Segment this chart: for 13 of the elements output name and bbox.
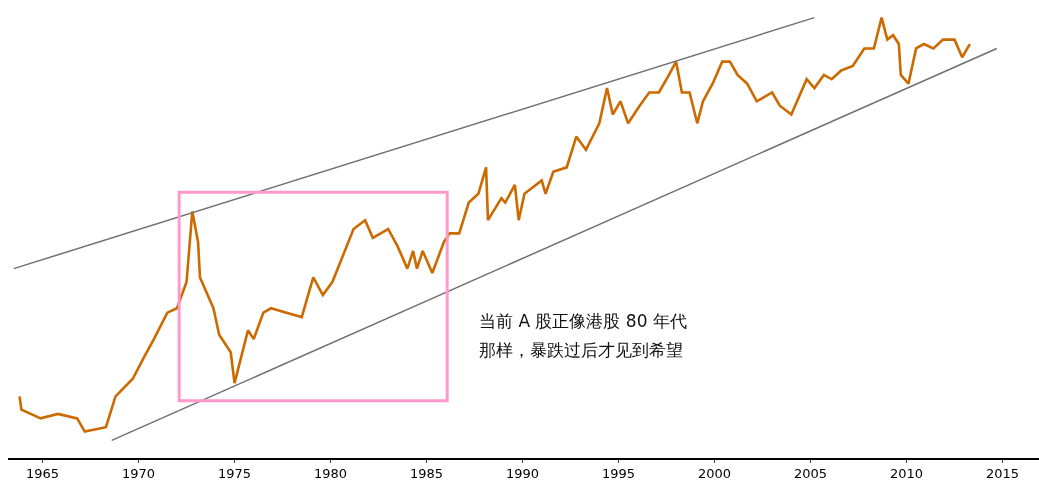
x-tick-label: 1975 (218, 466, 252, 480)
x-tick-label: 1990 (505, 466, 540, 480)
x-tick-label: 2010 (889, 466, 924, 480)
x-tick-label: 2000 (697, 466, 732, 480)
annotation: 当前 A 股正像港股 80 年代 (479, 311, 687, 331)
annotation: 那样，暴跌过后才见到希望 (479, 340, 683, 360)
x-tick-label: 1985 (409, 466, 444, 480)
x-tick-label: 1970 (122, 466, 156, 480)
x-tick-label: 2005 (793, 466, 828, 480)
x-tick-label: 1965 (26, 466, 60, 480)
x-tick-label: 1980 (314, 466, 348, 480)
x-tick-label: 1995 (601, 466, 636, 480)
x-tick-label: 2015 (985, 466, 1020, 480)
